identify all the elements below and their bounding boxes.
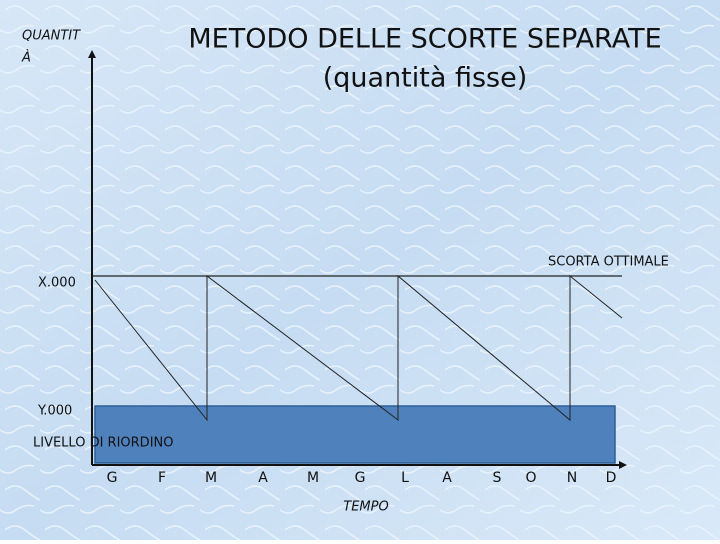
optimal-label: SCORTA OTTIMALE — [548, 255, 669, 270]
month-label: S — [493, 470, 502, 486]
title-line: METODO DELLE SCORTE SEPARATE — [188, 24, 661, 55]
reorder-value: Y.000 — [37, 404, 72, 419]
month-label: D — [606, 470, 617, 486]
y-axis-label: QUANTIT — [22, 29, 81, 44]
optimal-value: X.000 — [38, 276, 76, 291]
month-label: A — [258, 470, 268, 486]
reorder-label: LIVELLO DI RIORDINO — [33, 436, 173, 451]
month-label: M — [307, 470, 319, 486]
y-axis-label: À — [21, 50, 31, 66]
month-label: G — [355, 470, 366, 486]
month-label: G — [107, 470, 118, 486]
x-axis-arrow — [619, 461, 627, 469]
month-label: N — [567, 470, 577, 486]
month-label: L — [401, 470, 409, 486]
month-label: F — [158, 470, 166, 486]
title-line: (quantità fisse) — [323, 63, 528, 94]
x-axis-label: TEMPO — [343, 500, 388, 515]
stock-sawtooth — [94, 274, 623, 422]
reorder-band — [94, 405, 616, 464]
month-label: A — [442, 470, 452, 486]
y-axis-arrow — [88, 50, 96, 58]
month-label: O — [525, 470, 536, 486]
month-label: M — [205, 470, 217, 486]
